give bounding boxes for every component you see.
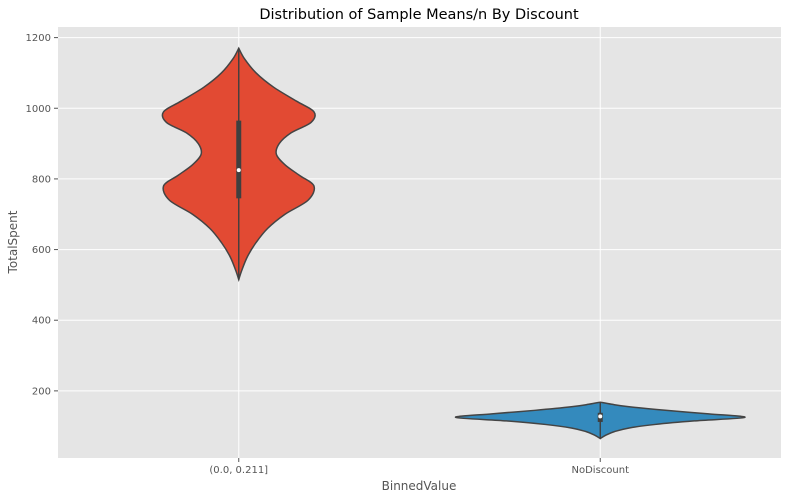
x-axis-label: BinnedValue bbox=[382, 479, 457, 493]
y-tick-label: 600 bbox=[32, 245, 51, 256]
violin-median bbox=[598, 414, 603, 419]
violins bbox=[161, 46, 746, 440]
y-axis-ticks: 200 400 600 800 1000 1200 bbox=[26, 33, 58, 397]
y-tick-label: 1200 bbox=[26, 33, 51, 44]
violin-median bbox=[236, 168, 241, 173]
y-axis-label: TotalSpent bbox=[6, 210, 20, 274]
x-axis-ticks: (0.0, 0.211] NoDiscount bbox=[209, 458, 629, 476]
chart-title: Distribution of Sample Means/n By Discou… bbox=[259, 7, 579, 23]
y-tick-label: 1000 bbox=[26, 104, 51, 115]
x-tick-label: (0.0, 0.211] bbox=[209, 465, 268, 476]
violin-nodiscount bbox=[454, 401, 746, 440]
plot-background bbox=[58, 27, 781, 458]
x-tick-label: NoDiscount bbox=[572, 465, 630, 476]
y-tick-label: 800 bbox=[32, 174, 51, 185]
violin-iqr-box bbox=[236, 120, 242, 199]
y-tick-label: 200 bbox=[32, 386, 51, 397]
violin-discount bbox=[161, 46, 316, 283]
y-tick-label: 400 bbox=[32, 316, 51, 327]
plot-area bbox=[58, 27, 781, 458]
